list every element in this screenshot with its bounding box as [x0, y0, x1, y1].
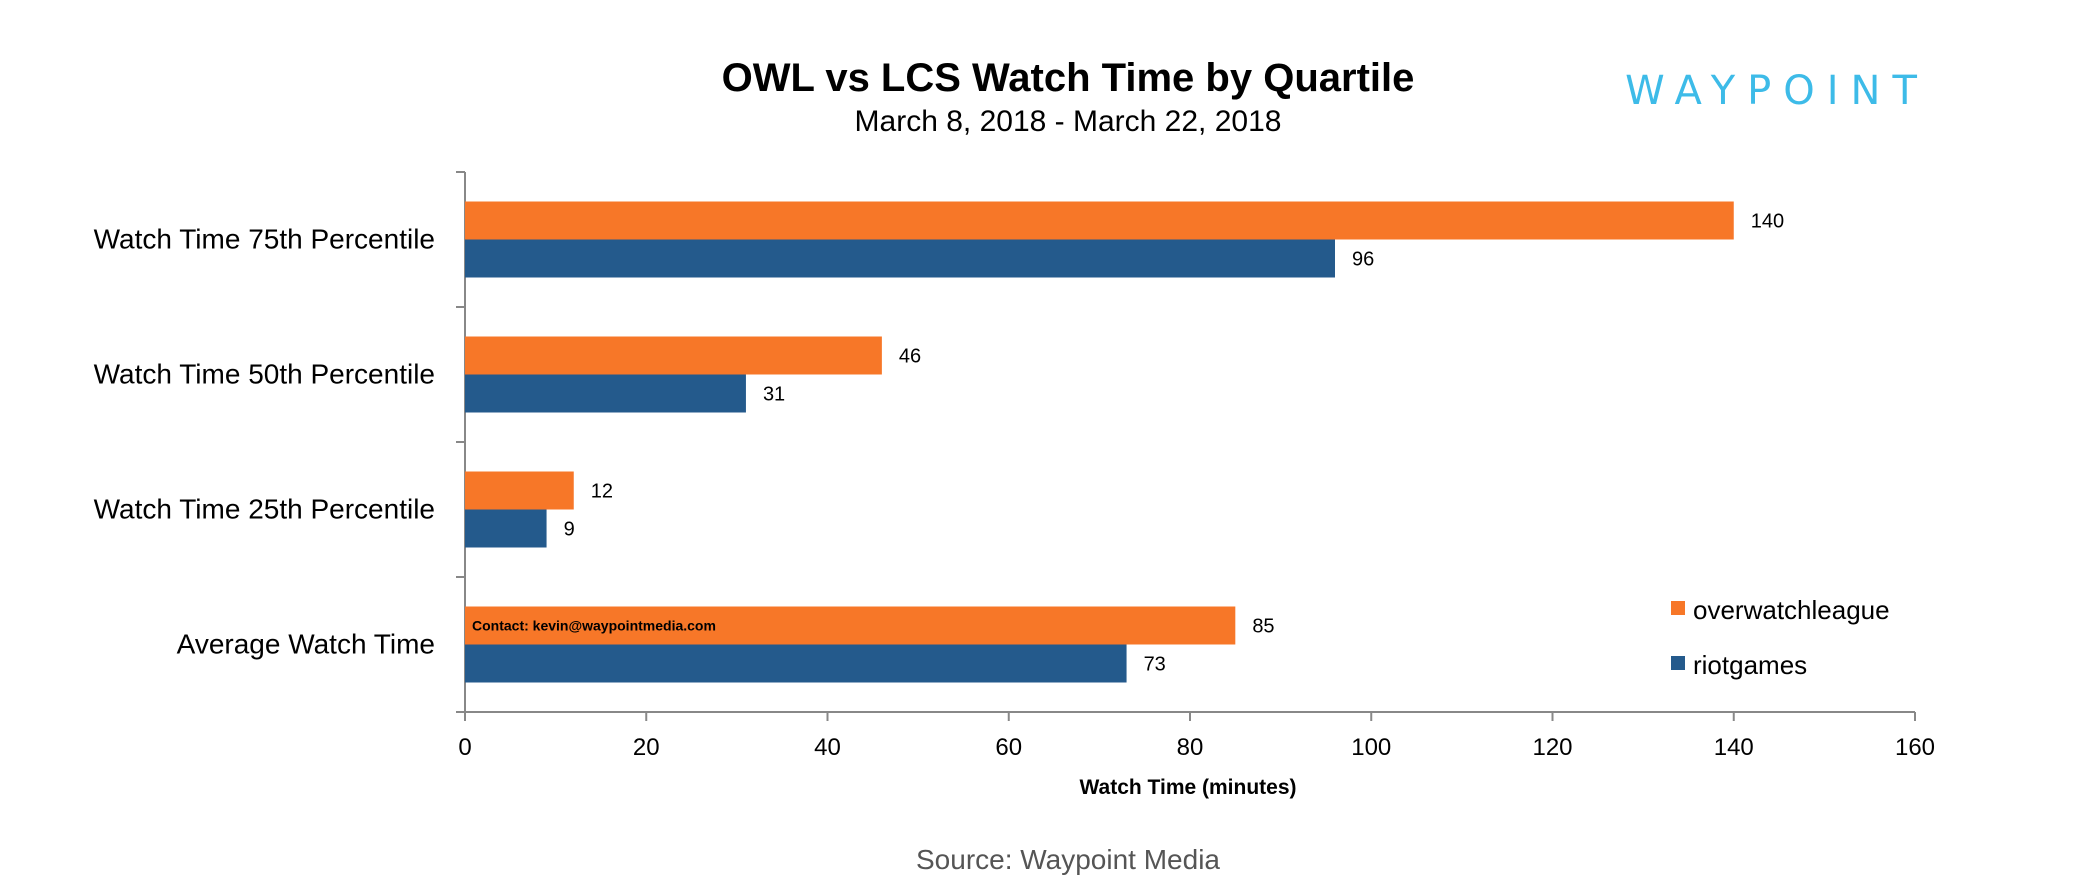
contact-note: Contact: kevin@waypointmedia.com: [472, 618, 716, 634]
chart-title: OWL vs LCS Watch Time by Quartile: [722, 56, 1415, 100]
source-note: Source: Waypoint Media: [916, 844, 1220, 875]
x-tick-label: 0: [458, 734, 471, 761]
x-tick-label: 60: [995, 734, 1022, 761]
x-tick-label: 120: [1532, 734, 1572, 761]
x-tick-label: 160: [1895, 734, 1935, 761]
legend-swatch-riotgames: [1671, 656, 1685, 670]
bar-riotgames: [465, 509, 547, 548]
x-tick-label: 40: [814, 734, 841, 761]
bar-overwatchleague: [465, 471, 574, 510]
bar-riotgames: [465, 239, 1335, 278]
legend-label-riotgames: riotgames: [1693, 650, 1807, 680]
x-tick-label: 140: [1714, 734, 1754, 761]
x-axis-title: Watch Time (minutes): [1079, 776, 1296, 799]
chart-subtitle: March 8, 2018 - March 22, 2018: [855, 105, 1282, 138]
bar-riotgames: [465, 374, 746, 413]
legend-swatch-overwatchleague: [1671, 601, 1685, 615]
data-label-riotgames: 96: [1352, 249, 1374, 271]
bar-overwatchleague: [465, 336, 882, 375]
data-label-overwatchleague: 85: [1252, 616, 1274, 638]
x-tick-label: 80: [1177, 734, 1204, 761]
x-tick-label: 20: [633, 734, 660, 761]
legend-label-overwatchleague: overwatchleague: [1693, 595, 1890, 625]
category-label: Average Watch Time: [177, 629, 435, 660]
plot-area: 0 20 40 60 80 100 120 140 160 Watch Time 75th Per…: [94, 171, 1935, 761]
data-label-riotgames: 31: [763, 384, 785, 406]
waypoint-logo: WAYPOINT: [1625, 68, 1929, 114]
x-tick-label: 100: [1351, 734, 1391, 761]
bar-overwatchleague: [465, 201, 1734, 240]
data-label-overwatchleague: 12: [591, 481, 613, 503]
data-label-riotgames: 9: [564, 519, 575, 541]
category-label: Watch Time 75th Percentile: [94, 224, 435, 255]
data-label-overwatchleague: 140: [1751, 211, 1784, 233]
data-label-riotgames: 73: [1144, 654, 1166, 676]
bar-overwatchleague: [465, 606, 1236, 645]
bar-riotgames: [465, 644, 1127, 683]
category-label: Watch Time 25th Percentile: [94, 494, 435, 525]
data-label-overwatchleague: 46: [899, 346, 921, 368]
category-label: Watch Time 50th Percentile: [94, 359, 435, 390]
